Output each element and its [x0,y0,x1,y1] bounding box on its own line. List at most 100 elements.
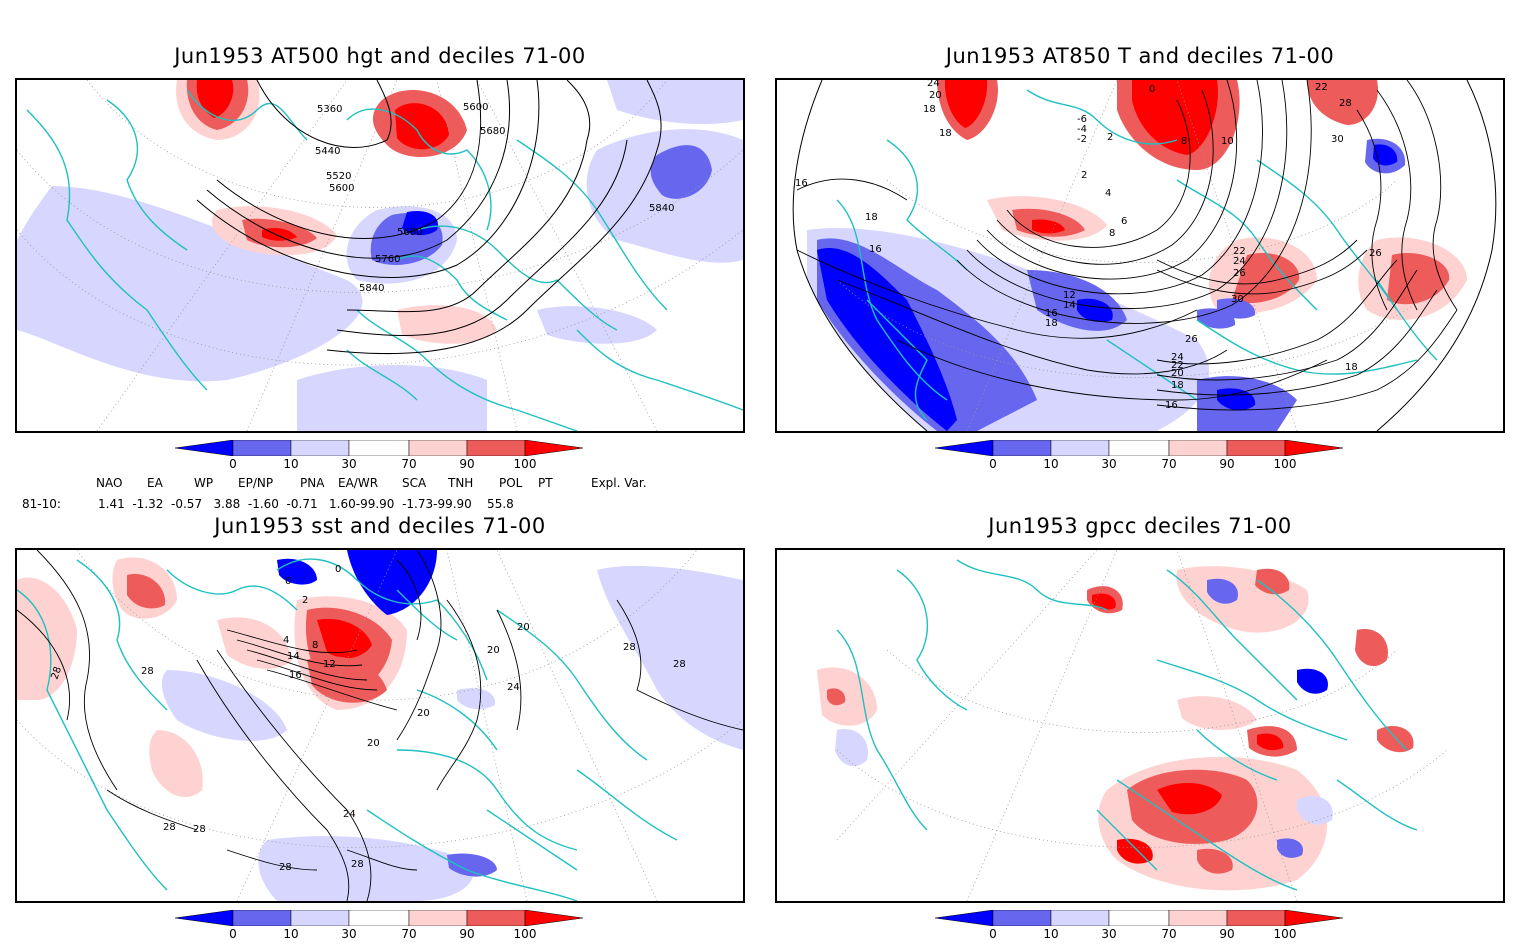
map-shape [266,669,398,711]
index-header: EP/NP [238,476,274,490]
map-shape [944,80,988,128]
contour-label-group: 28 28 0 0 2 4 8 12 14 16 20 24 28 20 24 … [49,564,685,873]
colorbar-label: 100 [1273,457,1297,471]
coastlines [836,89,1438,421]
map-shape [1377,80,1503,431]
map-shape [1108,439,1170,457]
map-shape [836,629,928,831]
contour-label: 2 [302,595,308,606]
map-shape [149,730,203,798]
map-shape [256,80,392,148]
panel-4-map [775,548,1505,903]
map-shape [576,769,678,841]
contour-label: 16 [1045,308,1058,319]
map-shape [836,749,1448,848]
map-shape [1307,80,1378,125]
map-shape [1156,269,1418,381]
contour-label: 18 [1345,362,1358,373]
index-header: PT [538,476,553,490]
decile-shading [817,566,1414,891]
contour-label: 22 [1171,360,1184,371]
panel-1-title: Jun1953 AT500 hgt and deciles 71-00 [174,44,586,68]
map-shape [835,729,868,767]
map-shape [1257,733,1284,751]
map-shape [307,656,387,703]
map-shape [1377,726,1414,753]
map-shape [896,339,1328,401]
map-shape [607,80,743,125]
index-header: EA/WR [338,476,379,490]
map-shape [436,599,482,791]
map-shape [466,439,526,457]
map-shape [17,149,743,293]
map-shape [236,550,398,901]
map-shape [466,909,526,927]
colorbar-label: 30 [341,927,357,941]
coastlines [836,559,1418,891]
contour-label: 5360 [317,104,342,115]
map-shape [1176,566,1309,633]
map-shape [1297,796,1333,825]
map-shape [196,659,350,901]
map-shape [1157,783,1222,815]
map-shape [17,80,137,240]
decile-shading [807,80,1467,431]
contour-label: 18 [1171,380,1184,391]
map-shape [76,559,168,711]
map-shape [1256,159,1398,311]
map-shape [896,569,968,711]
index-values: 1.41 -1.32 -0.57 3.88 -1.60 -0.71 1.60-9… [98,497,514,511]
map-shape [346,349,418,401]
map-shape [232,439,292,457]
colorbar-svg [934,439,1344,457]
contour-label: 24 [927,80,940,89]
map-shape [396,550,442,741]
map-shape [1096,809,1158,871]
contour-label: 24 [1233,256,1246,267]
colorbar-label: 100 [1273,927,1297,941]
map-shape [127,574,166,609]
map-shape [366,809,578,901]
contour-label: 14 [287,651,300,662]
colorbar-label: 10 [1043,457,1059,471]
map-shape [396,749,578,851]
contour-label: 18 [923,104,936,115]
colorbar-label: 10 [1043,927,1059,941]
map-shape [206,80,510,259]
map-shape [408,439,468,457]
map-shape [290,439,350,457]
contour-label: 20 [929,90,942,101]
map-shape [174,909,234,927]
colorbar-label: 0 [229,927,237,941]
map-shape [86,80,668,208]
map-shape [1226,439,1286,457]
contour-label: 26 [1369,248,1382,259]
map-shape [1376,80,1497,431]
panel-2-title: Jun1953 AT850 T and deciles 71-00 [945,44,1335,68]
colorbar-label: 70 [401,457,417,471]
index-header: EA [147,476,163,490]
map-shape [996,89,1214,265]
map-shape [396,559,422,641]
map-shape [217,617,292,670]
map-shape [1197,308,1236,329]
contour-label: 2 [1081,170,1087,181]
map-shape [1376,279,1438,361]
colorbar-label: 10 [283,927,299,941]
sst-contours [17,550,743,901]
panel-3-title: Jun1953 sst and deciles 71-00 [214,514,546,538]
map-shape [1373,144,1398,166]
index-header: TNH [448,476,474,490]
lat-lon-grid [836,550,1448,901]
map-shape [934,909,994,927]
map-shape [1297,668,1328,694]
map-shape [1256,579,1408,751]
map-shape [397,305,497,344]
contour-label: 5600 [329,183,354,194]
map-shape [348,439,410,457]
map-shape [1168,439,1228,457]
contour-label: 5680 [397,227,422,238]
panel-2-map: 24 20 18 0 22 28 18 -6 -4 -2 2 8 10 30 1… [775,78,1505,433]
contour-label: 0 [335,564,341,575]
map-shape [1176,179,1318,311]
